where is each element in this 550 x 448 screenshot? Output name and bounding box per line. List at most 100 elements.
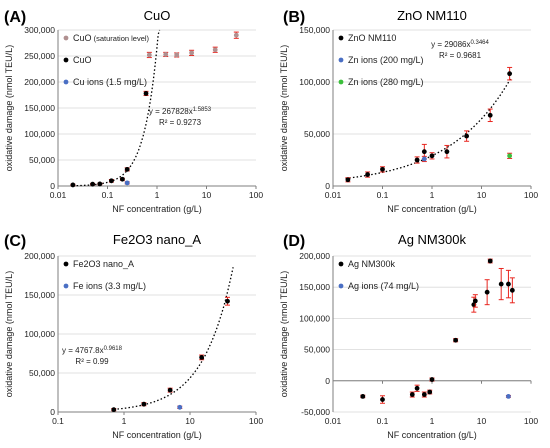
data-point — [212, 47, 218, 53]
y-tick-label: 150,000 — [299, 282, 330, 292]
panel-letter: (A) — [4, 9, 26, 26]
data-point — [444, 149, 450, 155]
y-tick-label: 0 — [325, 376, 330, 386]
legend-marker — [338, 283, 344, 289]
data-point — [365, 172, 370, 177]
legend-marker — [63, 79, 69, 85]
x-axis-label: NF concentration (g/L) — [387, 430, 477, 440]
equation-exponent: 0.3464 — [471, 40, 490, 46]
y-tick-label: 0 — [50, 407, 55, 417]
legend-marker — [338, 35, 344, 41]
x-tick-label: 1 — [430, 190, 435, 200]
x-tick-label: 0.01 — [50, 190, 67, 200]
data-point — [90, 181, 95, 187]
chart-panel-c: (C) Fe2O3 nano_A 0 50,000 100,000 150,000 200,… — [4, 232, 263, 440]
y-axis-label: oxidative damage (nmol TEU/L) — [279, 271, 289, 397]
data-point — [380, 397, 385, 402]
x-tick-label: 10 — [477, 190, 487, 200]
data-point — [167, 387, 173, 393]
data-point — [345, 177, 351, 183]
x-tick-label: 1 — [155, 190, 160, 200]
data-point — [189, 50, 194, 56]
x-tick-label: 100 — [249, 190, 263, 200]
y-tick-label: 300,000 — [24, 25, 55, 35]
data-point — [120, 176, 125, 182]
y-tick-label: -50,000 — [301, 407, 330, 417]
data-point — [507, 153, 513, 159]
legend-entry: Ag NM300k — [348, 259, 396, 269]
data-point — [421, 149, 427, 155]
panel-letter: (D) — [283, 233, 305, 250]
y-tick-label: 200,000 — [24, 77, 55, 87]
legend-entry: CuO — [73, 55, 92, 65]
legend-marker — [63, 261, 69, 267]
legend-entry: Fe2O3 nano_A — [73, 259, 134, 269]
data-point — [506, 394, 511, 399]
chart-title: CuO — [144, 8, 171, 23]
x-tick-label: 0.1 — [377, 190, 389, 200]
x-tick-label: 0.1 — [52, 416, 64, 426]
y-tick-label: 150,000 — [24, 290, 55, 300]
data-point — [409, 392, 415, 397]
y-tick-label: 100,000 — [24, 129, 55, 139]
legend-entry: Cu ions (1.5 mg/L) — [73, 77, 147, 87]
legend-entry-suffix: (saturation level) — [92, 34, 150, 43]
y-tick-label: 200,000 — [299, 251, 330, 261]
legend-marker — [338, 57, 344, 63]
x-tick-label: 100 — [249, 416, 263, 426]
x-axis-label: NF concentration (g/L) — [387, 204, 477, 214]
data-point — [163, 52, 169, 57]
x-tick-label: 1 — [122, 416, 127, 426]
legend-entry: CuO (saturation level) — [73, 33, 150, 43]
data-point — [429, 377, 435, 382]
y-tick-label: 0 — [325, 181, 330, 191]
y-tick-label: 50,000 — [29, 368, 55, 378]
x-tick-label: 100 — [524, 416, 538, 426]
y-tick-label: 50,000 — [304, 129, 330, 139]
data-point — [472, 298, 478, 304]
equation-base: y = 267828x — [149, 107, 193, 116]
data-point — [484, 289, 490, 295]
y-tick-label: 0 — [50, 181, 55, 191]
x-tick-label: 100 — [524, 190, 538, 200]
chart-title: ZnO NM110 — [397, 8, 467, 23]
chart-panel-d: (D) Ag NM300k -50,000 0 50,000 100,000 150,000… — [279, 232, 538, 440]
equation-exponent: 0.9618 — [104, 346, 123, 352]
data-point — [97, 181, 103, 187]
trendline-equation: y = 29086x0.3464 — [431, 40, 489, 49]
x-tick-label: 0.01 — [325, 416, 342, 426]
x-tick-label: 10 — [185, 416, 195, 426]
data-point — [506, 281, 511, 287]
data-point — [487, 258, 493, 264]
trendline — [345, 77, 512, 180]
data-point — [177, 404, 183, 410]
x-tick-label: 10 — [477, 416, 487, 426]
chart-panel-b: (B) ZnO NM110 0 50,000 100,000 150,000 0.01 0.1… — [279, 8, 538, 214]
legend-entry: Zn ions (280 mg/L) — [348, 77, 424, 87]
data-point — [225, 298, 230, 304]
y-tick-label: 50,000 — [29, 155, 55, 165]
trendline-equation: y = 4767.8x0.9618 — [62, 346, 123, 355]
data-point — [233, 32, 239, 38]
chart-title: Fe2O3 nano_A — [113, 232, 202, 247]
r-squared: R² = 0.99 — [75, 357, 109, 366]
data-point — [421, 156, 427, 162]
data-point — [509, 287, 515, 293]
y-tick-label: 50,000 — [304, 345, 330, 355]
legend-marker — [338, 79, 344, 85]
y-tick-label: 200,000 — [24, 251, 55, 261]
data-point — [143, 91, 149, 96]
x-axis-label: NF concentration (g/L) — [112, 204, 202, 214]
data-point — [453, 337, 459, 343]
data-point — [429, 153, 435, 159]
legend-entry: Fe ions (3.3 mg/L) — [73, 281, 146, 291]
data-point — [199, 355, 205, 360]
y-tick-label: 150,000 — [24, 103, 55, 113]
legend-entry: ZnO NM110 — [348, 33, 396, 43]
y-tick-label: 100,000 — [299, 77, 330, 87]
x-tick-label: 0.1 — [102, 190, 114, 200]
data-point — [427, 389, 433, 395]
trendline-equation: y = 267828x1.5853 — [149, 107, 212, 116]
legend-marker — [63, 35, 69, 41]
